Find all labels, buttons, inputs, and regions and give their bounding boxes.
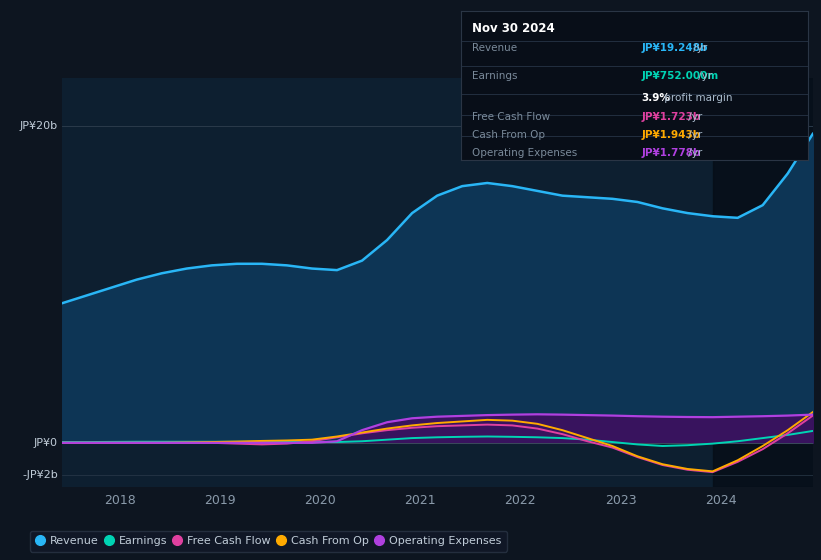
Text: Free Cash Flow: Free Cash Flow [472,112,550,122]
Text: Operating Expenses: Operating Expenses [472,148,577,158]
Legend: Revenue, Earnings, Free Cash Flow, Cash From Op, Operating Expenses: Revenue, Earnings, Free Cash Flow, Cash … [30,530,507,552]
Text: JP¥1.778b: JP¥1.778b [641,148,701,158]
Text: profit margin: profit margin [661,93,732,103]
Text: 3.9%: 3.9% [641,93,671,103]
Text: /yr: /yr [690,44,708,54]
Text: -JP¥2b: -JP¥2b [22,469,57,479]
Text: Nov 30 2024: Nov 30 2024 [472,22,554,35]
Bar [713,78,821,487]
Text: JP¥752.000m: JP¥752.000m [641,71,719,81]
Text: JP¥19.248b: JP¥19.248b [641,44,708,54]
Text: /yr: /yr [686,148,703,158]
Text: JP¥1.723b: JP¥1.723b [641,112,701,122]
Text: Earnings: Earnings [472,71,517,81]
Text: JP¥1.943b: JP¥1.943b [641,130,701,141]
Text: /yr: /yr [695,71,712,81]
Text: /yr: /yr [686,112,703,122]
Text: JP¥0: JP¥0 [34,438,57,448]
Text: Revenue: Revenue [472,44,517,54]
Text: JP¥20b: JP¥20b [20,121,57,131]
Text: Cash From Op: Cash From Op [472,130,545,141]
Text: /yr: /yr [686,130,703,141]
